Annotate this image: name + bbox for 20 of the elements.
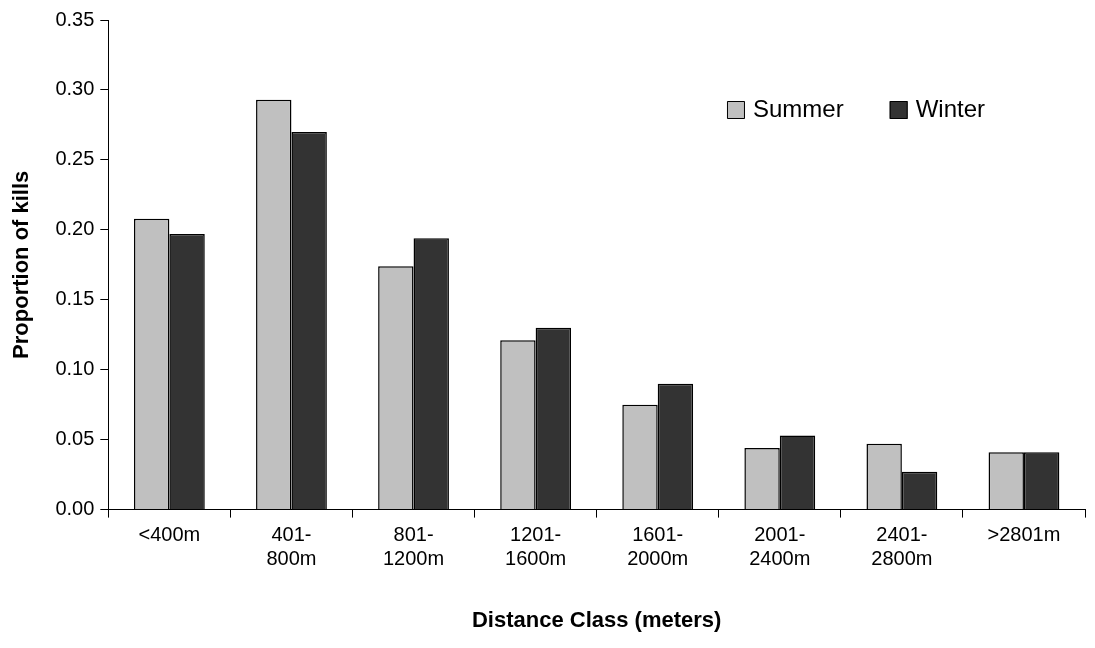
- y-tick-label: 0.20: [55, 217, 95, 240]
- legend-label: Summer: [752, 94, 844, 122]
- legend-label: Winter: [915, 94, 986, 122]
- x-tick-label: 2001- 2400m: [749, 523, 811, 570]
- y-tick-label: 0.15: [55, 287, 95, 310]
- y-tick-label: 0.25: [55, 147, 95, 170]
- y-tick-label: 0.05: [55, 427, 95, 450]
- x-tick-label: 801- 1200m: [382, 523, 445, 570]
- x-tick-label: <400m: [138, 523, 201, 546]
- y-tick-label: 0.30: [55, 77, 95, 100]
- y-tick-label: 0.35: [55, 7, 95, 30]
- y-tick-label: 0.00: [55, 497, 95, 520]
- x-tick-label: 401- 800m: [266, 523, 317, 570]
- x-tick-label: >2801m: [987, 523, 1061, 546]
- x-tick-label: 2401- 2800m: [871, 523, 933, 570]
- y-tick-label: 0.10: [55, 357, 95, 380]
- x-axis-title: Distance Class (meters): [471, 606, 722, 632]
- x-tick-label: 1201- 1600m: [505, 523, 567, 570]
- x-tick-label: 1601- 2000m: [627, 523, 689, 570]
- y-axis-title: Proportion of kills: [8, 170, 34, 359]
